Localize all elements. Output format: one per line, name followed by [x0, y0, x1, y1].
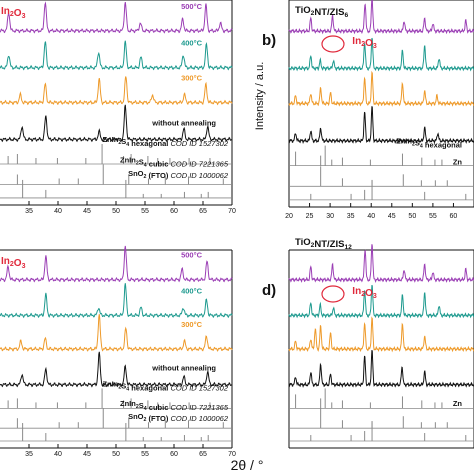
- panel-d: Zn In2O3 d) TiO2NT/ZIS12: [262, 237, 474, 449]
- in2o3-label: In2O3: [1, 256, 26, 270]
- x-tick-label: 35: [25, 208, 33, 215]
- pattern-line: [0, 314, 233, 352]
- x-tick-label: 40: [54, 208, 62, 215]
- series-label: without annealing: [151, 364, 216, 373]
- reference-label: Zn: [453, 157, 463, 166]
- pattern-line: [0, 104, 233, 143]
- panel-a: 35 40 45 50 55 60 65 70 500°C 400°C 300°C without a…: [0, 0, 236, 215]
- x-tick-label: 60: [450, 213, 458, 220]
- in2o3-circle: [321, 285, 345, 303]
- x-tick-label: 40: [367, 213, 375, 220]
- x-tick-label: 35: [347, 213, 355, 220]
- pattern-line: [288, 349, 474, 388]
- x-tick-label: 50: [408, 213, 416, 220]
- panel-title: TiO2NT/ZIS6: [295, 5, 348, 19]
- panel-tag: d): [262, 282, 276, 299]
- x-tick-label: 50: [112, 208, 120, 215]
- pattern-line: [288, 244, 474, 283]
- x-tick-label: 35: [25, 451, 33, 458]
- reference-label: SnO2 (FTO) COD ID 1000062: [128, 169, 229, 180]
- pattern-line: [288, 106, 474, 144]
- pattern-line: [288, 284, 474, 319]
- reference-label: ZnIn2S4 hexagonal COD ID 1527302: [103, 135, 229, 148]
- pattern-line: [0, 40, 233, 71]
- x-tick-label: 70: [228, 451, 236, 458]
- x-tick-label: 30: [326, 213, 334, 220]
- pattern-line: [288, 37, 474, 72]
- x-tick-label: 25: [306, 213, 314, 220]
- series-label: 400°C: [181, 286, 203, 295]
- reference-label: ZnIn2S4 cubic COD ID 7221365: [120, 399, 229, 412]
- pattern-line: [288, 0, 474, 35]
- x-tick-label: 65: [199, 208, 207, 215]
- x-tick-label: 55: [141, 208, 149, 215]
- pattern-line: [0, 1, 233, 34]
- reference-label: Zn: [453, 399, 463, 408]
- series-label: 400°C: [181, 39, 203, 48]
- x-tick-label: 45: [388, 213, 396, 220]
- series-label: 300°C: [181, 74, 203, 83]
- series-label: without annealing: [151, 118, 216, 127]
- panel-title: TiO2NT/ZIS12: [295, 237, 352, 251]
- x-tick-label: 45: [83, 451, 91, 458]
- reference-label: ZnIn2S4 hexagonal COD ID 1527302: [103, 379, 229, 392]
- x-tick-label: 55: [141, 451, 149, 458]
- x-tick-label: 60: [170, 451, 178, 458]
- panel-b: 20 25 30 35 40 45 50 55 60 ZnIn2S4 hexagonal Zn In2…: [262, 0, 474, 220]
- panel-tag: b): [262, 32, 276, 49]
- series-label: 500°C: [181, 251, 203, 260]
- x-tick-label: 40: [54, 451, 62, 458]
- x-tick-label: 60: [170, 208, 178, 215]
- in2o3-label: In2O3: [352, 36, 377, 50]
- pattern-line: [0, 76, 233, 106]
- pattern-line: [0, 283, 233, 319]
- reference-label: SnO2 (FTO) COD ID 1000062: [128, 412, 229, 423]
- pattern-line: [0, 245, 233, 283]
- x-tick-label: 65: [199, 451, 207, 458]
- in2o3-circle: [321, 35, 345, 53]
- x-tick-label: 20: [285, 213, 293, 220]
- pattern-line: [288, 70, 474, 107]
- panel-c: 35 40 45 50 55 60 65 70 500°C 400°C 300°C without a…: [0, 245, 236, 458]
- x-tick-label: 70: [228, 208, 236, 215]
- reference-label: ZnIn2S4 cubic COD ID 7221365: [120, 156, 229, 169]
- pattern-line: [0, 351, 233, 388]
- series-label: 500°C: [181, 2, 203, 11]
- reference-label: ZnIn2S4 hexagonal: [396, 137, 462, 150]
- x-tick-label: 45: [83, 208, 91, 215]
- in2o3-label: In2O3: [1, 6, 26, 20]
- y-axis-label: Intensity / a.u.: [254, 62, 266, 130]
- pattern-line: [288, 316, 474, 353]
- x-tick-label: 50: [112, 451, 120, 458]
- series-label: 300°C: [181, 320, 203, 329]
- x-tick-label: 55: [429, 213, 437, 220]
- in2o3-label: In2O3: [352, 286, 377, 300]
- x-axis-label: 2θ / °: [231, 457, 264, 473]
